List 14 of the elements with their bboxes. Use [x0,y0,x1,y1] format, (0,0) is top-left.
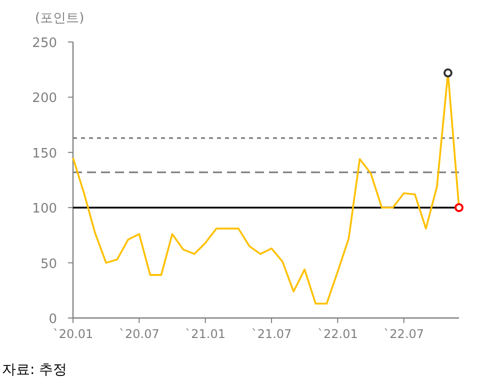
x-tick-label: `22.07 [384,327,424,341]
y-tick-label: 150 [32,146,57,162]
y-tick-label: 250 [32,36,57,51]
x-tick-label: `20.07 [118,327,160,341]
text: 자료: 추정 [2,362,68,378]
y-tick-label: 50 [40,256,57,272]
y-tick-label: 100 [32,202,57,217]
y-tick-label: 0 [48,312,57,327]
x-tick-label: `22.01 [318,327,358,341]
x-tick-label: `21.07 [251,327,292,341]
y-axis-title: (포인트) [35,11,84,26]
x-tick-label: `20.01 [52,327,94,341]
x-tick-label: `21.01 [185,327,226,341]
y-tick-label: 200 [32,91,57,106]
